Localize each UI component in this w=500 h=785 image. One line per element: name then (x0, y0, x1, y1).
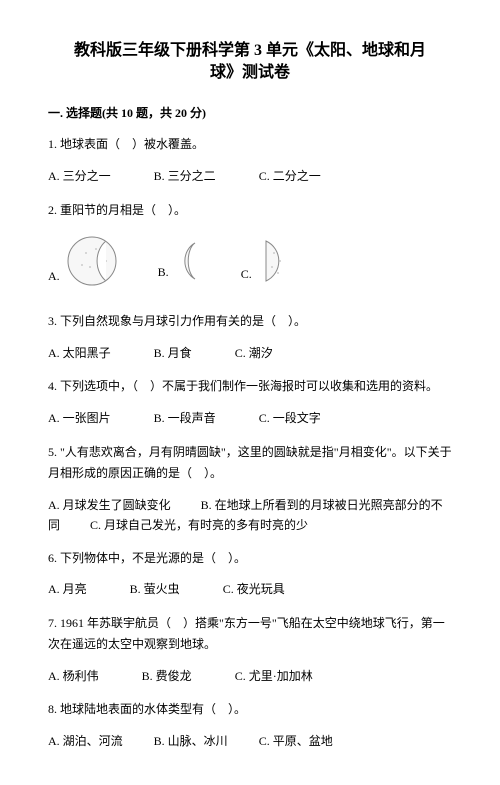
q8-option-c: C. 平原、盆地 (259, 731, 333, 753)
q3-option-b: B. 月食 (154, 343, 192, 365)
q1-option-a: A. 三分之一 (48, 166, 111, 188)
q1-option-c: C. 二分之一 (259, 166, 321, 188)
q5-option-b2: 同 (48, 518, 60, 532)
q8-option-a: A. 湖泊、河流 (48, 731, 123, 753)
question-1-options: A. 三分之一 B. 三分之二 C. 二分之一 (48, 166, 452, 188)
q8-option-b: B. 山脉、冰川 (154, 731, 228, 753)
q6-option-a: A. 月亮 (48, 579, 87, 601)
q2-option-c-wrap: C. (241, 237, 292, 285)
q3-option-c: C. 潮汐 (235, 343, 273, 365)
question-5-options: A. 月球发生了圆缺变化 B. 在地球上所看到的月球被日光照亮部分的不 同 C.… (48, 495, 452, 536)
moon-phase-a-icon (66, 235, 118, 287)
q3-option-a: A. 太阳黑子 (48, 343, 111, 365)
q4-option-a: A. 一张图片 (48, 408, 111, 430)
question-3-options: A. 太阳黑子 B. 月食 C. 潮汐 (48, 343, 452, 365)
q5-option-c: C. 月球自己发光，有时亮的多有时亮的少 (90, 518, 308, 532)
q7-option-b: B. 费俊龙 (142, 666, 192, 688)
question-4: 4. 下列选项中，（ ）不属于我们制作一张海报时可以收集和选用的资料。 (48, 376, 452, 398)
title-line-2: 球》测试卷 (210, 64, 290, 81)
q4-option-c: C. 一段文字 (259, 408, 321, 430)
moon-diagram-row: A. B. (48, 235, 452, 287)
q7-option-c: C. 尤里·加加林 (235, 666, 313, 688)
question-6-options: A. 月亮 B. 萤火虫 C. 夜光玩具 (48, 579, 452, 601)
q4-option-b: B. 一段声音 (154, 408, 216, 430)
question-7: 7. 1961 年苏联宇航员（ ）搭乘"东方一号"飞船在太空中绕地球飞行，第一次… (48, 613, 452, 656)
q5-option-b: B. 在地球上所看到的月球被日光照亮部分的不 (201, 498, 443, 512)
exam-title: 教科版三年级下册科学第 3 单元《太阳、地球和月 球》测试卷 (48, 40, 452, 85)
q2-option-a: A. (48, 266, 60, 288)
q1-option-b: B. 三分之二 (154, 166, 216, 188)
title-line-1: 教科版三年级下册科学第 3 单元《太阳、地球和月 (74, 42, 426, 59)
moon-phase-b-icon (175, 239, 201, 283)
question-1: 1. 地球表面（ ）被水覆盖。 (48, 134, 452, 156)
question-6: 6. 下列物体中，不是光源的是（ ）。 (48, 548, 452, 570)
question-3: 3. 下列自然现象与月球引力作用有关的是（ ）。 (48, 311, 452, 333)
q2-option-b: B. (158, 262, 169, 284)
q6-option-c: C. 夜光玩具 (223, 579, 285, 601)
exam-page: 教科版三年级下册科学第 3 单元《太阳、地球和月 球》测试卷 一. 选择题(共 … (0, 0, 500, 785)
question-4-options: A. 一张图片 B. 一段声音 C. 一段文字 (48, 408, 452, 430)
q2-option-b-wrap: B. (158, 239, 201, 283)
q5-option-a: A. 月球发生了圆缺变化 (48, 498, 171, 512)
section-1-header: 一. 选择题(共 10 题，共 20 分) (48, 103, 452, 125)
question-8-options: A. 湖泊、河流 B. 山脉、冰川 C. 平原、盆地 (48, 731, 452, 753)
q6-option-b: B. 萤火虫 (130, 579, 180, 601)
q2-option-a-wrap: A. (48, 235, 118, 287)
question-5: 5. "人有悲欢离合，月有阴晴圆缺"，这里的圆缺就是指"月相变化"。以下关于月相… (48, 442, 452, 485)
question-2: 2. 重阳节的月相是（ ）。 (48, 200, 452, 222)
question-8: 8. 地球陆地表面的水体类型有（ ）。 (48, 699, 452, 721)
question-7-options: A. 杨利伟 B. 费俊龙 C. 尤里·加加林 (48, 666, 452, 688)
q7-option-a: A. 杨利伟 (48, 666, 99, 688)
moon-phase-c-icon (258, 237, 292, 285)
q2-option-c: C. (241, 264, 252, 286)
